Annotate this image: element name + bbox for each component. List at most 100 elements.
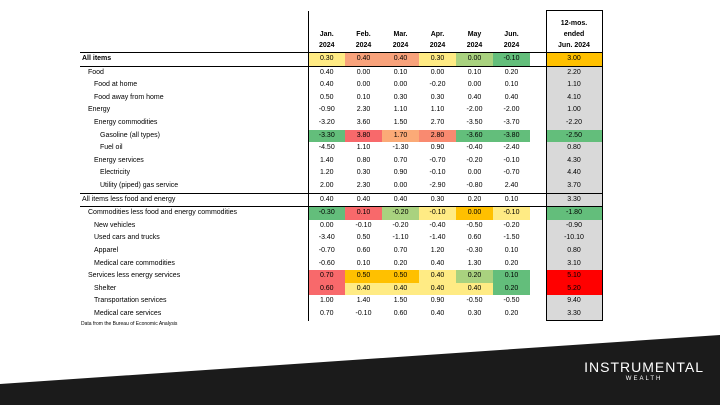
header-month-label: Jun. xyxy=(504,31,519,38)
header-month-2: Mar. 2024 xyxy=(382,11,419,53)
value-cell: 0.10 xyxy=(493,192,530,208)
value-cell: 0.40 xyxy=(345,52,382,67)
header-year-label: 2024 xyxy=(392,42,409,49)
value-cell: 1.50 xyxy=(393,118,408,126)
value-cell: 0.20 xyxy=(493,282,530,296)
value-cell: -0.60 xyxy=(307,257,345,271)
twelve-month-cell: -2.20 xyxy=(545,116,603,130)
row-label: Electricity xyxy=(100,169,130,177)
value-cell: 0.10 xyxy=(493,270,530,283)
value-cell: 1.20 xyxy=(307,167,345,180)
row-label: Medical care commodities xyxy=(94,259,175,267)
gap-cell xyxy=(530,117,546,130)
value-cell: 1.10 xyxy=(356,144,371,152)
row-label: Commodities less food and energy commodi… xyxy=(88,209,238,217)
gap-cell xyxy=(530,79,546,92)
row-label: Energy xyxy=(88,106,111,114)
value-cell: 0.80 xyxy=(356,156,371,164)
value-cell: -2.40 xyxy=(503,144,520,152)
cpi-table: Jan. 2024 Feb. 2024 Mar. 2024 Apr. 2024 May 2024 J… xyxy=(80,10,603,322)
table-row: All items 0.30 0.40 0.40 0.30 0.00 -0.10 3.00 xyxy=(80,52,603,67)
value-cell: 2.30 xyxy=(356,106,371,114)
twelve-month-cell: 2.20 xyxy=(545,66,603,80)
value-cell: 3.60 xyxy=(356,118,371,126)
value-cell: -0.30 xyxy=(307,206,345,220)
table-row: All items less food and energy 0.40 0.40 0.… xyxy=(80,192,603,208)
row-label: Used cars and trucks xyxy=(94,234,160,242)
value-cell: -0.10 xyxy=(429,169,446,177)
value-cell: 0.60 xyxy=(393,310,408,318)
twelve-month-cell: 4.40 xyxy=(545,167,603,180)
value-cell: -0.50 xyxy=(466,221,483,229)
header-blank xyxy=(80,11,308,53)
twelve-month-cell: -0.90 xyxy=(545,219,603,233)
table-row: Energy -0.90 2.30 1.10 1.10 -2.00 -2.00 1.00 xyxy=(80,104,603,117)
value-cell: -1.10 xyxy=(392,234,409,242)
header-12-months: 12-mos. ended Jun. 2024 xyxy=(545,10,603,53)
value-cell: 0.30 xyxy=(307,52,345,67)
twelve-month-cell: 3.70 xyxy=(545,179,603,194)
value-cell: -0.30 xyxy=(466,246,483,254)
value-cell: -0.20 xyxy=(392,221,409,229)
row-label: Energy commodities xyxy=(94,118,158,126)
table-row: Commodities less food and energy commodi… xyxy=(80,206,603,220)
value-cell: 0.40 xyxy=(430,259,445,267)
value-cell: 0.40 xyxy=(382,282,419,296)
value-cell: 0.10 xyxy=(393,68,408,76)
value-cell: -0.50 xyxy=(466,297,483,305)
value-cell: -1.50 xyxy=(503,234,520,242)
value-cell: -1.40 xyxy=(429,234,446,242)
value-cell: 0.70 xyxy=(393,156,408,164)
twelve-month-cell: -2.50 xyxy=(545,129,603,143)
gap-cell xyxy=(530,192,546,208)
gap-cell xyxy=(530,220,546,233)
gap-cell xyxy=(530,295,546,308)
value-cell: 0.40 xyxy=(307,79,345,92)
value-cell: 0.20 xyxy=(504,68,519,76)
table-row: Apparel -0.70 0.60 0.70 1.20 -0.30 0.10 0.80 xyxy=(80,244,603,258)
gap-cell xyxy=(530,283,546,296)
value-cell: 2.80 xyxy=(419,129,456,143)
value-cell: 0.00 xyxy=(393,181,408,189)
row-label: Fuel oil xyxy=(100,144,123,152)
value-cell: 0.40 xyxy=(382,192,419,208)
twelve-month-cell: 0.80 xyxy=(545,142,603,155)
value-cell: -1.30 xyxy=(392,144,409,152)
table-row: New vehicles 0.00 -0.10 -0.20 -0.40 -0.50 -0.2… xyxy=(80,219,603,233)
row-label: Food at home xyxy=(94,81,138,89)
row-label: All items xyxy=(80,52,308,67)
twelve-month-cell: 5.20 xyxy=(545,282,603,296)
value-cell: -0.40 xyxy=(466,144,483,152)
table-row: Medical care commodities -0.60 0.10 0.20 0.4… xyxy=(80,257,603,271)
gap-cell xyxy=(530,245,546,258)
table-header-row: Jan. 2024 Feb. 2024 Mar. 2024 Apr. 2024 May 2024 J… xyxy=(80,10,603,53)
value-cell: 1.10 xyxy=(430,106,445,114)
twelve-month-cell: 4.30 xyxy=(545,154,603,168)
value-cell: -0.50 xyxy=(503,297,520,305)
value-cell: 0.00 xyxy=(307,219,345,233)
row-label: Services less energy services xyxy=(88,272,181,280)
gap-cell xyxy=(530,258,546,271)
gap-cell xyxy=(530,66,546,79)
value-cell: 2.30 xyxy=(356,181,371,189)
row-label: Food xyxy=(88,68,104,76)
value-cell: 0.30 xyxy=(393,93,408,101)
value-cell: -2.00 xyxy=(503,106,520,114)
footnote: Data from the Bureau of Economic Analysi… xyxy=(81,321,178,327)
value-cell: -3.70 xyxy=(503,118,520,126)
twelve-month-cell: 1.00 xyxy=(545,104,603,117)
value-cell: 0.40 xyxy=(504,93,519,101)
header-year-label: 2024 xyxy=(466,42,483,49)
instrumental-wealth-logo: INSTRUMENTAL WEALTH xyxy=(584,359,704,382)
table-row: Utility (piped) gas service 2.00 2.30 0.00 -… xyxy=(80,179,603,194)
value-cell: 0.10 xyxy=(504,246,519,254)
value-cell: -0.70 xyxy=(307,244,345,258)
value-cell: 0.50 xyxy=(382,270,419,283)
value-cell: 0.50 xyxy=(356,234,371,242)
row-label: Utility (piped) gas service xyxy=(100,181,179,189)
header-year-label: 2024 xyxy=(503,42,520,49)
value-cell: 1.40 xyxy=(307,154,345,168)
table-row: Shelter 0.60 0.40 0.40 0.40 0.40 0.20 5.20 xyxy=(80,282,603,296)
logo-sub-text: WEALTH xyxy=(625,376,663,382)
value-cell: 0.40 xyxy=(382,52,419,67)
